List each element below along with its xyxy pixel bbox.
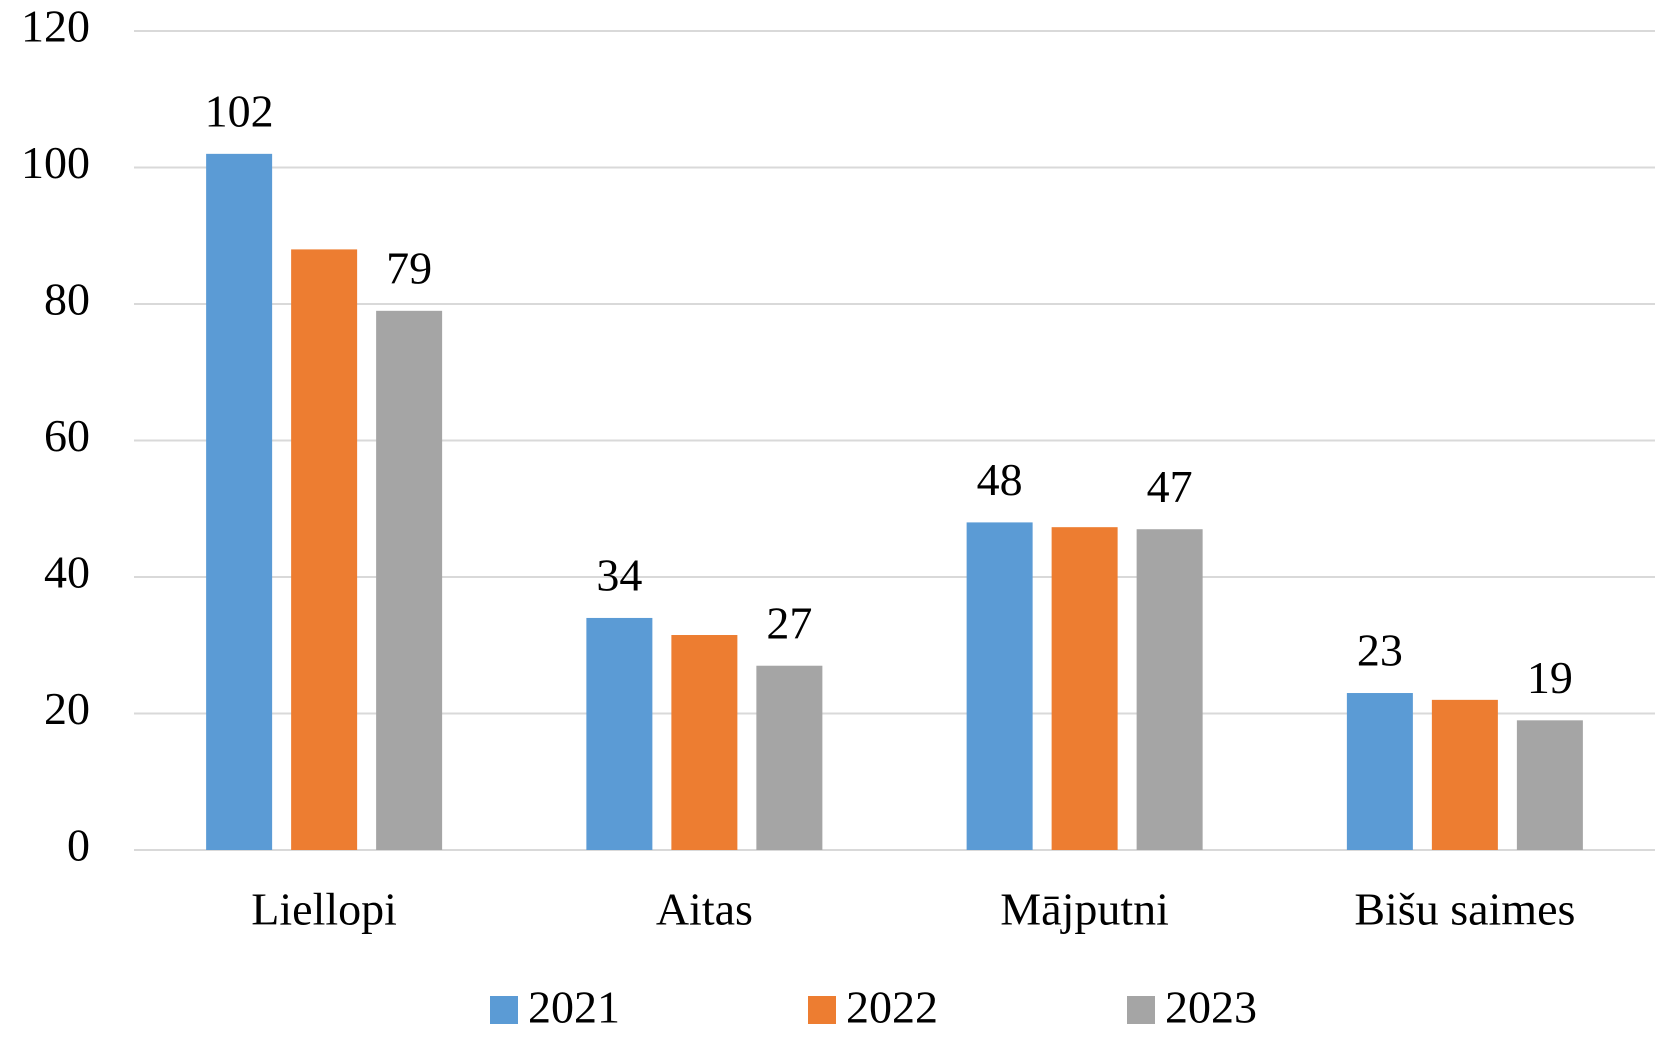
data-label: 47: [1147, 461, 1193, 512]
y-tick-label: 120: [21, 1, 90, 52]
bar: [1136, 529, 1203, 850]
x-tick-label: Mājputni: [1000, 884, 1169, 935]
y-tick-label: 20: [44, 683, 90, 734]
x-tick-label: Liellopi: [251, 884, 397, 935]
x-tick-label: Bišu saimes: [1354, 884, 1575, 935]
x-tick-label: Aitas: [656, 884, 753, 935]
bar: [756, 665, 823, 850]
bar: [586, 617, 653, 850]
y-tick-label: 40: [44, 547, 90, 598]
y-tick-label: 0: [67, 820, 90, 871]
legend-swatch: [1127, 996, 1155, 1024]
data-label: 79: [386, 242, 432, 293]
bar: [1051, 527, 1118, 850]
y-tick-label: 80: [44, 274, 90, 325]
data-label: 23: [1357, 625, 1403, 676]
legend-label: 2022: [846, 982, 938, 1033]
bar: [966, 522, 1033, 850]
bar: [1516, 720, 1583, 850]
legend-label: 2023: [1165, 982, 1257, 1033]
bar: [376, 310, 443, 850]
legend-swatch: [808, 996, 836, 1024]
legend-swatch: [490, 996, 518, 1024]
legend-label: 2021: [528, 982, 620, 1033]
y-tick-label: 60: [44, 410, 90, 461]
bar: [206, 153, 273, 851]
data-label: 19: [1527, 652, 1573, 703]
bar: [671, 635, 738, 850]
data-label: 27: [766, 597, 812, 648]
bar: [1346, 693, 1413, 850]
data-label: 102: [205, 85, 274, 136]
bar: [1431, 699, 1498, 850]
data-label: 48: [977, 454, 1023, 505]
y-tick-label: 100: [21, 137, 90, 188]
bar: [291, 249, 358, 850]
data-label: 34: [596, 550, 642, 601]
